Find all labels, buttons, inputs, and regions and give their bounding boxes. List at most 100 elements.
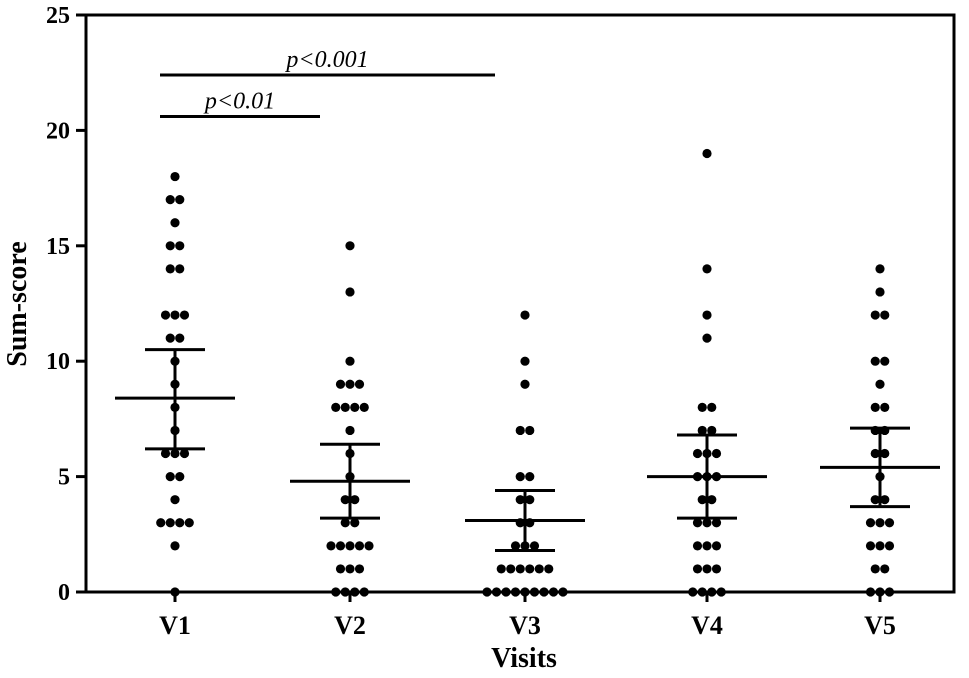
data-point bbox=[558, 587, 568, 597]
data-point bbox=[865, 587, 876, 597]
data-point bbox=[482, 587, 492, 597]
data-point bbox=[170, 541, 180, 551]
data-point bbox=[165, 472, 175, 482]
data-point bbox=[711, 564, 722, 574]
data-point bbox=[345, 287, 355, 297]
data-point bbox=[175, 195, 185, 205]
data-point bbox=[884, 518, 895, 528]
data-point bbox=[884, 587, 895, 597]
x-tick-label: V3 bbox=[509, 611, 541, 640]
y-tick-label: 10 bbox=[46, 349, 70, 375]
data-point bbox=[359, 402, 369, 412]
data-point bbox=[875, 379, 885, 389]
data-point bbox=[525, 472, 535, 482]
data-point bbox=[707, 402, 717, 412]
data-point bbox=[165, 333, 175, 343]
data-point bbox=[870, 495, 880, 505]
data-point bbox=[544, 564, 554, 574]
data-point bbox=[707, 425, 717, 436]
data-point bbox=[326, 541, 336, 551]
data-point bbox=[692, 541, 703, 551]
data-point bbox=[697, 402, 707, 412]
data-point bbox=[875, 587, 885, 597]
data-point bbox=[331, 587, 341, 597]
data-point bbox=[345, 356, 355, 366]
data-point bbox=[880, 448, 890, 459]
data-point bbox=[692, 518, 703, 528]
data-point bbox=[359, 587, 369, 597]
data-point bbox=[345, 425, 355, 436]
data-point bbox=[865, 541, 876, 551]
data-point bbox=[165, 241, 175, 251]
data-point bbox=[870, 310, 880, 320]
data-point bbox=[880, 564, 890, 574]
data-point bbox=[702, 541, 712, 551]
data-point bbox=[170, 495, 180, 505]
data-point bbox=[870, 448, 880, 459]
series-v5 bbox=[820, 264, 940, 597]
data-point bbox=[711, 541, 722, 551]
data-point bbox=[529, 587, 540, 597]
data-point bbox=[515, 495, 525, 505]
x-axis-title: Visits bbox=[491, 643, 557, 674]
data-point bbox=[870, 564, 880, 574]
y-tick-label: 5 bbox=[58, 465, 70, 491]
data-point bbox=[534, 564, 544, 574]
data-point bbox=[875, 518, 885, 528]
data-point bbox=[350, 587, 360, 597]
data-point bbox=[491, 587, 502, 597]
data-point bbox=[170, 218, 180, 228]
data-point bbox=[688, 587, 698, 597]
data-point bbox=[697, 425, 707, 436]
y-tick-label: 25 bbox=[46, 3, 70, 29]
data-point bbox=[160, 310, 171, 320]
data-point bbox=[716, 587, 726, 597]
data-point bbox=[520, 587, 530, 597]
data-point bbox=[175, 264, 185, 274]
data-point bbox=[170, 587, 180, 597]
data-point bbox=[331, 402, 341, 412]
series-v2 bbox=[290, 241, 410, 597]
data-point bbox=[350, 495, 360, 505]
data-points bbox=[115, 148, 940, 597]
data-point bbox=[702, 333, 712, 343]
data-point bbox=[340, 518, 350, 528]
data-point bbox=[870, 402, 880, 412]
x-tick-label: V5 bbox=[864, 611, 896, 640]
data-point bbox=[160, 448, 171, 459]
data-point bbox=[345, 564, 355, 574]
data-point bbox=[692, 448, 703, 459]
data-point bbox=[539, 587, 549, 597]
data-point bbox=[340, 495, 350, 505]
data-point bbox=[515, 472, 525, 482]
y-tick-label: 20 bbox=[46, 118, 70, 144]
data-point bbox=[350, 518, 360, 528]
data-point bbox=[520, 310, 530, 320]
data-point bbox=[529, 541, 540, 551]
data-point bbox=[156, 518, 166, 528]
data-point bbox=[515, 564, 525, 574]
series-v4 bbox=[647, 148, 767, 597]
data-point bbox=[175, 472, 185, 482]
data-point bbox=[165, 195, 175, 205]
data-point bbox=[880, 310, 890, 320]
data-point bbox=[496, 564, 506, 574]
x-tick-label: V2 bbox=[334, 611, 366, 640]
significance-label: p<0.001 bbox=[284, 47, 368, 73]
data-point bbox=[175, 518, 185, 528]
data-point bbox=[165, 264, 175, 274]
data-point bbox=[354, 541, 365, 551]
data-point bbox=[525, 425, 535, 436]
data-point bbox=[692, 564, 703, 574]
x-tick-label: V4 bbox=[691, 611, 723, 640]
data-point bbox=[364, 541, 374, 551]
y-axis-title: Sum-score bbox=[2, 241, 33, 366]
data-point bbox=[335, 379, 346, 389]
data-point bbox=[702, 310, 712, 320]
data-point bbox=[345, 541, 355, 551]
data-point bbox=[525, 564, 535, 574]
data-point bbox=[880, 356, 890, 366]
series-v1 bbox=[115, 171, 235, 597]
data-point bbox=[170, 171, 180, 182]
